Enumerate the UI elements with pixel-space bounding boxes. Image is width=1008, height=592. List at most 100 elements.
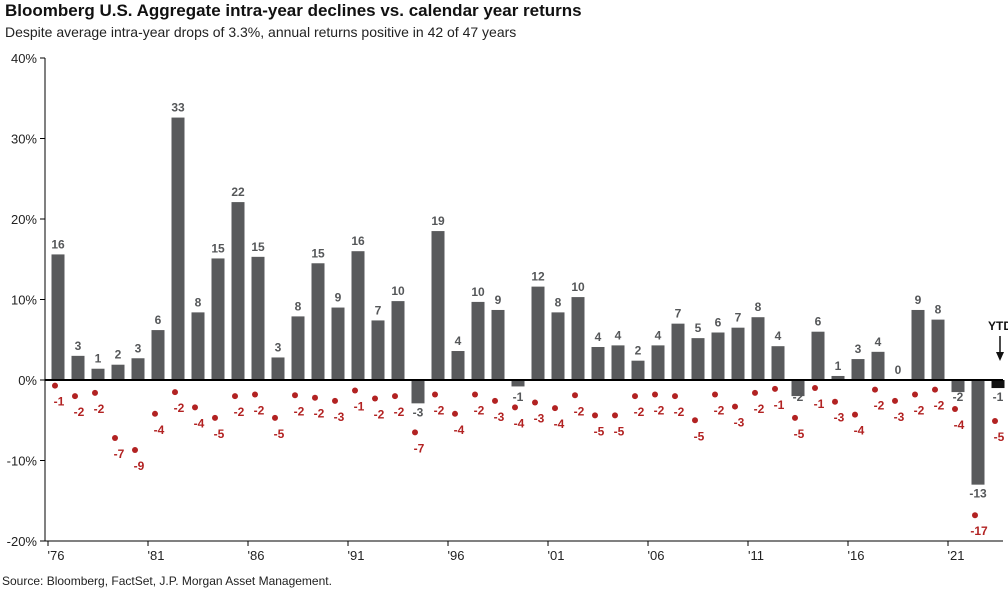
return-label: 10: [391, 284, 405, 298]
decline-label: -2: [874, 399, 885, 413]
decline-dot: [132, 447, 138, 454]
decline-dot: [972, 512, 978, 519]
return-bar: [151, 330, 165, 380]
return-bar: [511, 380, 525, 387]
decline-dot: [312, 394, 318, 401]
return-label: 16: [351, 234, 365, 248]
decline-label: -4: [554, 417, 565, 431]
return-bar: [831, 375, 845, 380]
decline-dot: [692, 417, 698, 424]
decline-label: -2: [474, 403, 485, 417]
x-tick-label: '06: [648, 548, 665, 563]
return-label: 22: [231, 185, 245, 199]
return-bar: [671, 323, 685, 380]
return-bar: [491, 309, 505, 380]
return-bar: [731, 327, 745, 380]
x-tick-label: '21: [948, 548, 965, 563]
return-label: 1: [95, 352, 102, 366]
return-bar: [951, 380, 965, 393]
decline-dot: [192, 404, 198, 411]
x-axis: '76 '81 '86 '91 '96 '01 '06 '11 '16 '21: [45, 379, 1003, 563]
y-tick-label: 10%: [11, 293, 37, 308]
return-bar: [931, 319, 945, 380]
return-label: 4: [775, 329, 782, 343]
decline-label: -5: [594, 424, 605, 438]
return-bar: [651, 345, 665, 380]
return-bar: [591, 346, 605, 380]
decline-dot: [232, 393, 238, 400]
decline-label: -2: [754, 402, 765, 416]
return-label: 4: [595, 330, 602, 344]
return-label: 4: [455, 334, 462, 348]
return-label: 6: [715, 316, 722, 330]
return-label: 6: [815, 315, 822, 329]
return-label: 10: [571, 280, 585, 294]
return-label: 16: [51, 237, 65, 251]
return-bar: [71, 355, 85, 380]
decline-label: -4: [854, 424, 865, 438]
x-tick-label: '81: [148, 548, 165, 563]
decline-dot: [852, 411, 858, 418]
y-tick-label: -20%: [7, 534, 38, 549]
return-bar: [571, 297, 585, 380]
return-label: 8: [295, 299, 302, 313]
return-bar: [251, 256, 265, 380]
return-label: 7: [375, 303, 382, 317]
decline-dot: [292, 392, 298, 399]
return-label: 2: [115, 348, 122, 362]
decline-label: -3: [894, 410, 905, 424]
return-label: 3: [135, 341, 142, 355]
decline-dot: [472, 391, 478, 398]
decline-label: -2: [374, 408, 385, 422]
x-tick-label: '16: [848, 548, 865, 563]
decline-label: -2: [254, 403, 265, 417]
return-label: 12: [531, 270, 545, 284]
return-bar: [871, 351, 885, 380]
decline-label: -2: [674, 405, 685, 419]
decline-label: -3: [494, 410, 505, 424]
return-bar: [271, 357, 285, 380]
decline-label: -2: [934, 399, 945, 413]
y-tick-label: 0%: [18, 373, 37, 388]
data-labels: 16-13-21-22-73-96-433-28-415-522-215-23-…: [51, 101, 1004, 539]
decline-label: -4: [194, 416, 205, 430]
decline-dots: [52, 382, 998, 519]
return-label: 15: [211, 241, 225, 255]
return-bar: [471, 301, 485, 380]
return-bar: [131, 358, 145, 380]
return-label: 4: [615, 328, 622, 342]
decline-label: -2: [394, 405, 405, 419]
return-bar: [851, 359, 865, 380]
y-axis: 40% 30% 20% 10% 0% -10% -20%: [7, 51, 46, 549]
decline-label: -2: [234, 405, 245, 419]
return-bar: [611, 345, 625, 380]
return-bar: [111, 364, 125, 380]
return-label: 10: [471, 285, 485, 299]
return-label: 3: [275, 340, 282, 354]
decline-label: -5: [794, 427, 805, 441]
return-bar: [431, 231, 445, 380]
return-label: 19: [431, 214, 445, 228]
return-label: 8: [555, 295, 562, 309]
return-label: -1: [993, 390, 1004, 404]
return-bar: [231, 202, 245, 380]
decline-dot: [272, 414, 278, 421]
decline-label: -2: [314, 407, 325, 421]
y-tick-label: 20%: [11, 212, 37, 227]
decline-dot: [592, 412, 598, 419]
decline-dot: [352, 387, 358, 394]
x-tick-label: '91: [348, 548, 365, 563]
return-bar: [771, 346, 785, 380]
decline-dot: [632, 393, 638, 400]
decline-dot: [652, 391, 658, 398]
return-bars: [51, 117, 1005, 485]
decline-label: -5: [694, 429, 705, 443]
x-tick-label: '76: [48, 548, 65, 563]
decline-dot: [112, 434, 118, 441]
decline-label: -1: [54, 395, 65, 409]
return-bar: [371, 320, 385, 380]
return-bar: [191, 312, 205, 380]
return-label: 15: [251, 240, 265, 254]
ytd-label: YTD: [988, 319, 1008, 333]
